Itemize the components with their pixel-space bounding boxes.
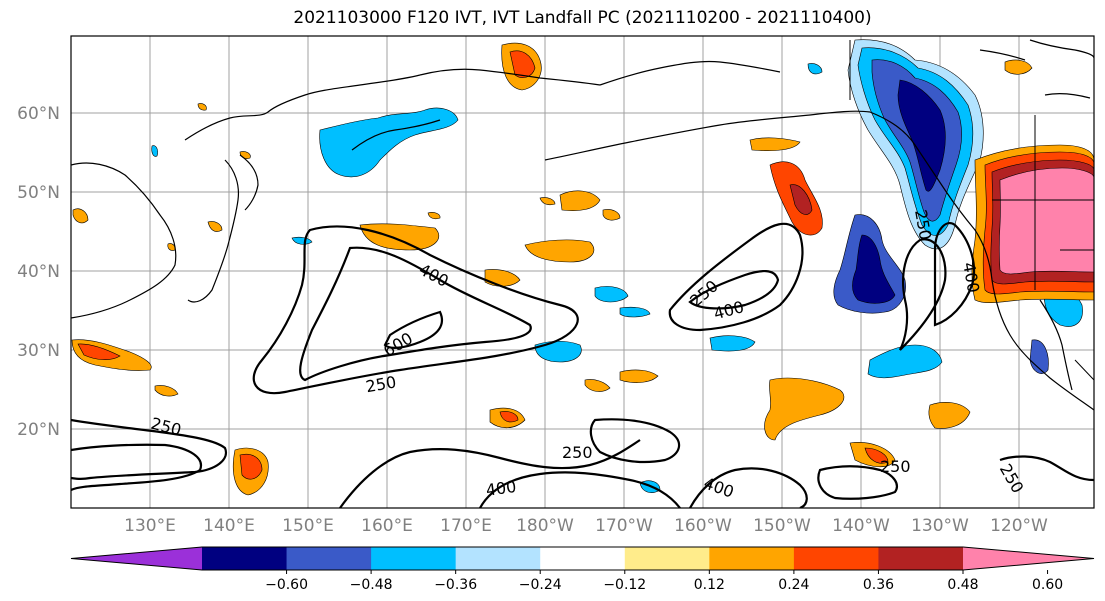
colorbar-tick-label: 0.36 <box>863 577 894 593</box>
ivt-contours <box>71 222 1094 508</box>
positive-pc-shading <box>71 42 1094 496</box>
lon-label: 150°W <box>753 516 811 536</box>
colorbar-swatch <box>455 547 541 570</box>
colorbar-swatch <box>540 547 626 570</box>
colorbar-tick-label: −0.12 <box>603 577 646 593</box>
lon-label: 120°W <box>990 516 1048 536</box>
colorbar-swatch <box>878 547 964 570</box>
lon-label: 170°W <box>595 516 653 536</box>
map-frame <box>70 35 1095 509</box>
lat-label: 40°N <box>17 262 60 282</box>
coastlines <box>71 39 1094 411</box>
colorbar-tick-label: 0.48 <box>947 577 978 593</box>
lat-label: 30°N <box>17 341 60 361</box>
colorbar-tick-label: 0.24 <box>778 577 809 593</box>
colorbar-tick-label: −0.60 <box>265 577 308 593</box>
colorbar-tick-label: 0.60 <box>1032 577 1063 593</box>
colorbar-tick-label: 0.12 <box>694 577 725 593</box>
lon-label: 140°W <box>832 516 890 536</box>
contour-label: 250 <box>562 443 593 462</box>
colorbar-swatch <box>371 547 457 570</box>
colorbar-extend-high <box>963 547 1094 570</box>
lon-label: 130°E <box>124 516 176 536</box>
colorbar-tick-label: −0.48 <box>350 577 393 593</box>
colorbar-extend-low <box>71 547 202 570</box>
lat-label: 20°N <box>17 420 60 440</box>
colorbar-swatch <box>624 547 710 570</box>
lon-label: 180°W <box>516 516 574 536</box>
colorbar-swatch <box>793 547 879 570</box>
lon-label: 160°E <box>361 516 413 536</box>
lat-label: 60°N <box>17 104 60 124</box>
contour-label: 250 <box>880 457 911 476</box>
colorbar: −0.60 −0.48 −0.36 −0.24 −0.12 0.12 0.24 0.36 0.4… <box>70 546 1095 593</box>
colorbar-swatch <box>202 547 288 570</box>
lon-label: 130°W <box>911 516 969 536</box>
contour-label: 400 <box>485 477 518 500</box>
lon-label: 170°E <box>440 516 492 536</box>
colorbar-swatch <box>709 547 795 570</box>
borders <box>849 40 1094 381</box>
lon-label: 150°E <box>282 516 334 536</box>
colorbar-tick-label: −0.24 <box>519 577 562 593</box>
lon-labels: 130°E 140°E 150°E 160°E 170°E 180°W 170°… <box>124 516 1048 536</box>
colorbar-swatch <box>286 547 372 570</box>
lon-label: 160°W <box>674 516 732 536</box>
map-title: 2021103000 F120 IVT, IVT Landfall PC (20… <box>293 8 872 28</box>
colorbar-outline <box>70 546 1095 571</box>
lat-label: 50°N <box>17 183 60 203</box>
lon-label: 140°E <box>203 516 255 536</box>
colorbar-tick-label: −0.36 <box>434 577 477 593</box>
lat-labels: 20°N 30°N 40°N 50°N 60°N <box>17 104 60 440</box>
